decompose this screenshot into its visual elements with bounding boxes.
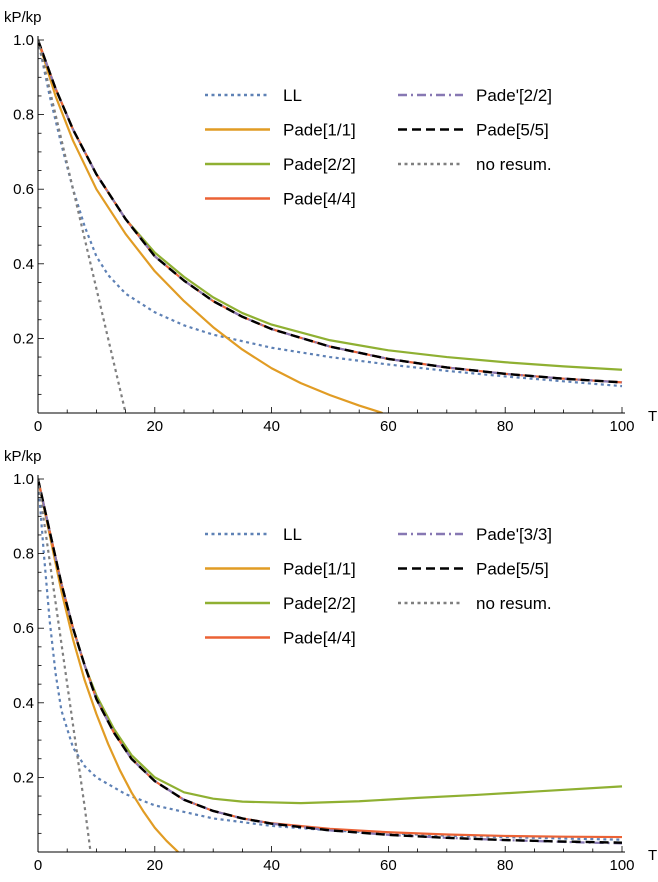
legend-label-0: LL xyxy=(283,525,302,544)
legend-label-3: Pade[4/4] xyxy=(283,190,356,209)
y-tick-label: 0.8 xyxy=(13,107,34,124)
x-tick-label: 0 xyxy=(34,857,42,874)
legend-label-1: Pade[1/1] xyxy=(283,121,356,140)
y-tick-label: 0.6 xyxy=(13,181,34,198)
ticks-layer: 0 20 40 60 80 100 0.2 0.4 0.6 0.8 1.0 xyxy=(13,32,634,435)
y-tick-label: 1.0 xyxy=(13,32,34,49)
y-tick-label: 0.6 xyxy=(13,620,34,637)
y-tick-label: 0.4 xyxy=(13,256,34,273)
legend-label-3: Pade[4/4] xyxy=(283,629,356,648)
y-tick-label: 0.8 xyxy=(13,546,34,563)
legend-label-5: Pade[5/5] xyxy=(476,121,549,140)
x-tick-label: 80 xyxy=(497,857,514,874)
x-tick-label: 100 xyxy=(609,857,634,874)
y-tick-label: 0.2 xyxy=(13,769,34,786)
series-layer xyxy=(38,39,623,413)
x-tick-label: 20 xyxy=(146,418,163,435)
legend: LL Pade[1/1] Pade[2/2] Pade[4/4] Pade'[3/3] P… xyxy=(205,525,552,648)
legend-label-5: Pade[5/5] xyxy=(476,560,549,579)
y-tick-label: 0.4 xyxy=(13,695,34,712)
ticks-layer: 0 20 40 60 80 100 0.2 0.4 0.6 0.8 1.0 xyxy=(13,471,634,874)
axes-layer xyxy=(37,475,625,853)
legend-label-4: Pade'[3/3] xyxy=(476,525,552,544)
x-axis-label: T xyxy=(648,408,657,425)
legend-label-2: Pade[2/2] xyxy=(283,594,356,613)
x-tick-label: 60 xyxy=(380,857,397,874)
x-tick-label: 40 xyxy=(263,857,280,874)
series-line-5 xyxy=(38,39,623,384)
legend-label-1: Pade[1/1] xyxy=(283,560,356,579)
x-tick-label: 100 xyxy=(609,418,634,435)
legend-label-4: Pade'[2/2] xyxy=(476,86,552,105)
y-tick-label: 1.0 xyxy=(13,471,34,488)
series-line-6 xyxy=(38,478,92,852)
axes-layer xyxy=(37,36,625,414)
x-tick-label: 20 xyxy=(146,857,163,874)
series-line-6 xyxy=(38,39,127,413)
x-tick-label: 0 xyxy=(34,418,42,435)
y-tick-label: 0.2 xyxy=(13,330,34,347)
series-layer xyxy=(38,478,623,852)
legend-label-2: Pade[2/2] xyxy=(283,155,356,174)
x-axis-label: T xyxy=(648,847,657,864)
series-line-1 xyxy=(38,39,383,413)
series-line-5 xyxy=(38,478,623,844)
x-tick-label: 40 xyxy=(263,418,280,435)
series-line-0 xyxy=(38,478,623,841)
y-axis-label: kP/kp xyxy=(4,9,42,26)
y-axis-label: kP/kp xyxy=(4,448,42,465)
legend-label-6: no resum. xyxy=(476,155,552,174)
legend: LL Pade[1/1] Pade[2/2] Pade[4/4] Pade'[2/2] P… xyxy=(205,86,552,209)
chart-panel-top: 0 20 40 60 80 100 0.2 0.4 0.6 0.8 1.0 kP/kp T LL Pa… xyxy=(4,9,657,435)
legend-label-6: no resum. xyxy=(476,594,552,613)
x-tick-label: 60 xyxy=(380,418,397,435)
x-tick-label: 80 xyxy=(497,418,514,435)
chart-panel-bottom: 0 20 40 60 80 100 0.2 0.4 0.6 0.8 1.0 kP/kp T LL Pa… xyxy=(4,448,657,874)
series-line-1 xyxy=(38,478,179,852)
legend-label-0: LL xyxy=(283,86,302,105)
